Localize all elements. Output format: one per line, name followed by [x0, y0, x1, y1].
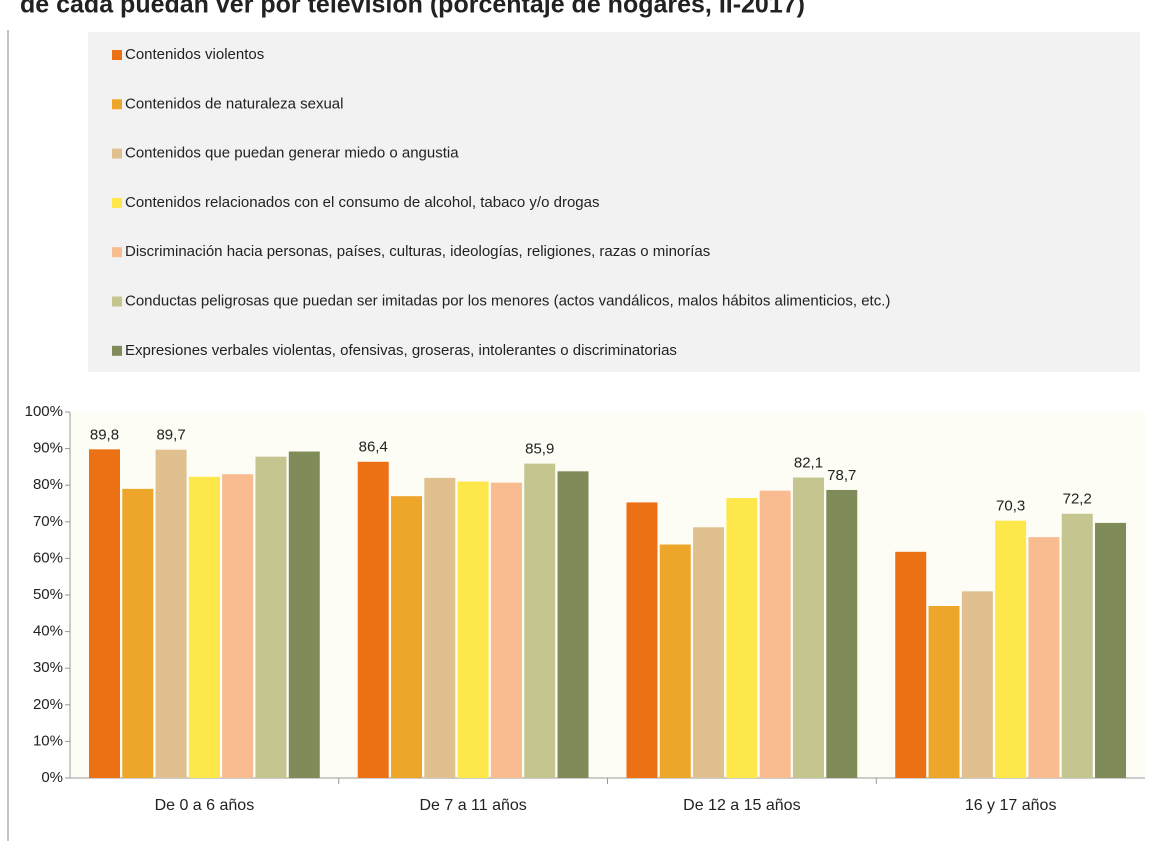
bar: [1028, 537, 1060, 778]
legend-swatch: [112, 148, 122, 159]
bar: [693, 527, 725, 778]
bar: [357, 461, 389, 778]
chart-title: de cada puedan ver por televisión (porce…: [20, 0, 805, 19]
bar: [490, 482, 522, 778]
legend-label: Expresiones verbales violentas, ofensiva…: [125, 342, 677, 359]
bar: [88, 449, 120, 778]
legend-label: Contenidos de naturaleza sexual: [125, 95, 343, 112]
x-tick-label: 16 y 17 años: [965, 797, 1057, 814]
data-label: 82,1: [794, 454, 823, 471]
bar: [391, 496, 423, 778]
legend-swatch: [112, 50, 122, 60]
x-tick-label: De 12 a 15 años: [683, 797, 800, 814]
bar: [1095, 522, 1127, 778]
bar: [895, 551, 927, 778]
bar: [726, 498, 758, 778]
y-tick-label: 60%: [33, 549, 63, 566]
y-tick-label: 70%: [33, 513, 63, 530]
bar: [659, 544, 691, 778]
legend-swatch: [112, 197, 122, 208]
y-tick-label: 50%: [33, 586, 63, 603]
bar: [995, 520, 1027, 778]
y-tick-label: 40%: [33, 623, 63, 640]
bar: [826, 489, 858, 778]
data-label: 72,2: [1063, 491, 1092, 508]
bar: [524, 463, 556, 778]
bar: [122, 488, 154, 778]
bar: [222, 474, 254, 778]
bar: [792, 477, 824, 778]
legend-label: Contenidos relacionados con el consumo d…: [125, 194, 599, 211]
bar: [626, 502, 658, 778]
data-label: 70,3: [996, 498, 1025, 515]
bar: [1061, 513, 1093, 778]
bar: [759, 490, 791, 778]
bar: [928, 605, 960, 778]
legend-label: Conductas peligrosas que puedan ser imit…: [125, 292, 890, 309]
bar: [255, 456, 287, 778]
legend-label: Contenidos que puedan generar miedo o an…: [125, 145, 459, 162]
x-tick-label: De 0 a 6 años: [155, 797, 255, 814]
bar: [424, 477, 456, 778]
y-tick-label: 10%: [33, 732, 63, 749]
bar: [457, 481, 489, 778]
legend-swatch: [112, 99, 122, 110]
bar: [188, 476, 220, 778]
legend-swatch: [112, 296, 122, 307]
bar: [557, 471, 589, 778]
bar: [961, 591, 993, 778]
legend-label: Discriminación hacia personas, países, c…: [125, 243, 710, 260]
legend-box: [88, 32, 1140, 372]
data-label: 86,4: [359, 439, 388, 456]
data-label: 78,7: [827, 467, 856, 484]
legend-swatch: [112, 345, 122, 356]
bar: [288, 451, 320, 778]
y-tick-label: 80%: [33, 476, 63, 493]
y-tick-label: 30%: [33, 659, 63, 676]
x-tick-label: De 7 a 11 años: [419, 797, 526, 814]
y-tick-label: 0%: [41, 769, 63, 786]
data-label: 89,8: [90, 426, 119, 443]
legend-label: Contenidos violentos: [125, 46, 264, 63]
data-label: 85,9: [525, 441, 554, 458]
data-label: 89,7: [156, 427, 185, 444]
y-tick-label: 100%: [25, 403, 63, 420]
legend-swatch: [112, 247, 122, 258]
bar: [155, 449, 187, 778]
y-tick-label: 20%: [33, 696, 63, 713]
y-tick-label: 90%: [33, 440, 63, 457]
